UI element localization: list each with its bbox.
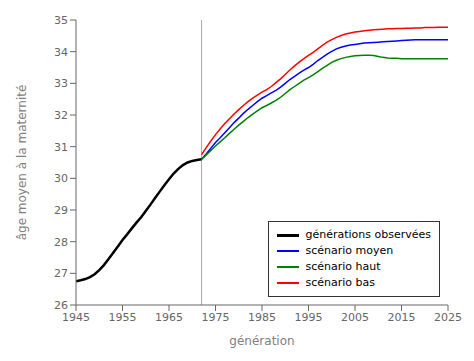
svg-text:1975: 1975 [202,311,230,324]
svg-text:28: 28 [54,236,68,249]
svg-text:30: 30 [54,172,68,185]
html-text:scénario haut: scénario haut [305,260,381,273]
html-text:générations observées: générations observées [305,228,431,241]
svg-text:génération: génération [229,334,294,348]
svg-text:1965: 1965 [155,311,183,324]
svg-text:31: 31 [54,141,68,154]
svg-text:1995: 1995 [295,311,323,324]
svg-text:2015: 2015 [388,311,416,324]
html-text:scénario moyen: scénario moyen [305,244,394,257]
svg-text:1985: 1985 [248,311,276,324]
html-text:scénario bas: scénario bas [305,276,375,289]
svg-text:32: 32 [54,109,68,122]
svg-text:2005: 2005 [341,311,369,324]
svg-text:1945: 1945 [62,311,90,324]
svg-text:27: 27 [54,267,68,280]
svg-text:35: 35 [54,14,68,27]
svg-text:29: 29 [54,204,68,217]
svg-text:26: 26 [54,299,68,312]
svg-text:1955: 1955 [109,311,137,324]
svg-text:34: 34 [54,46,68,59]
svg-text:2025: 2025 [434,311,462,324]
svg-text:33: 33 [54,77,68,90]
svg-text:âge moyen à la maternité: âge moyen à la maternité [15,85,29,241]
